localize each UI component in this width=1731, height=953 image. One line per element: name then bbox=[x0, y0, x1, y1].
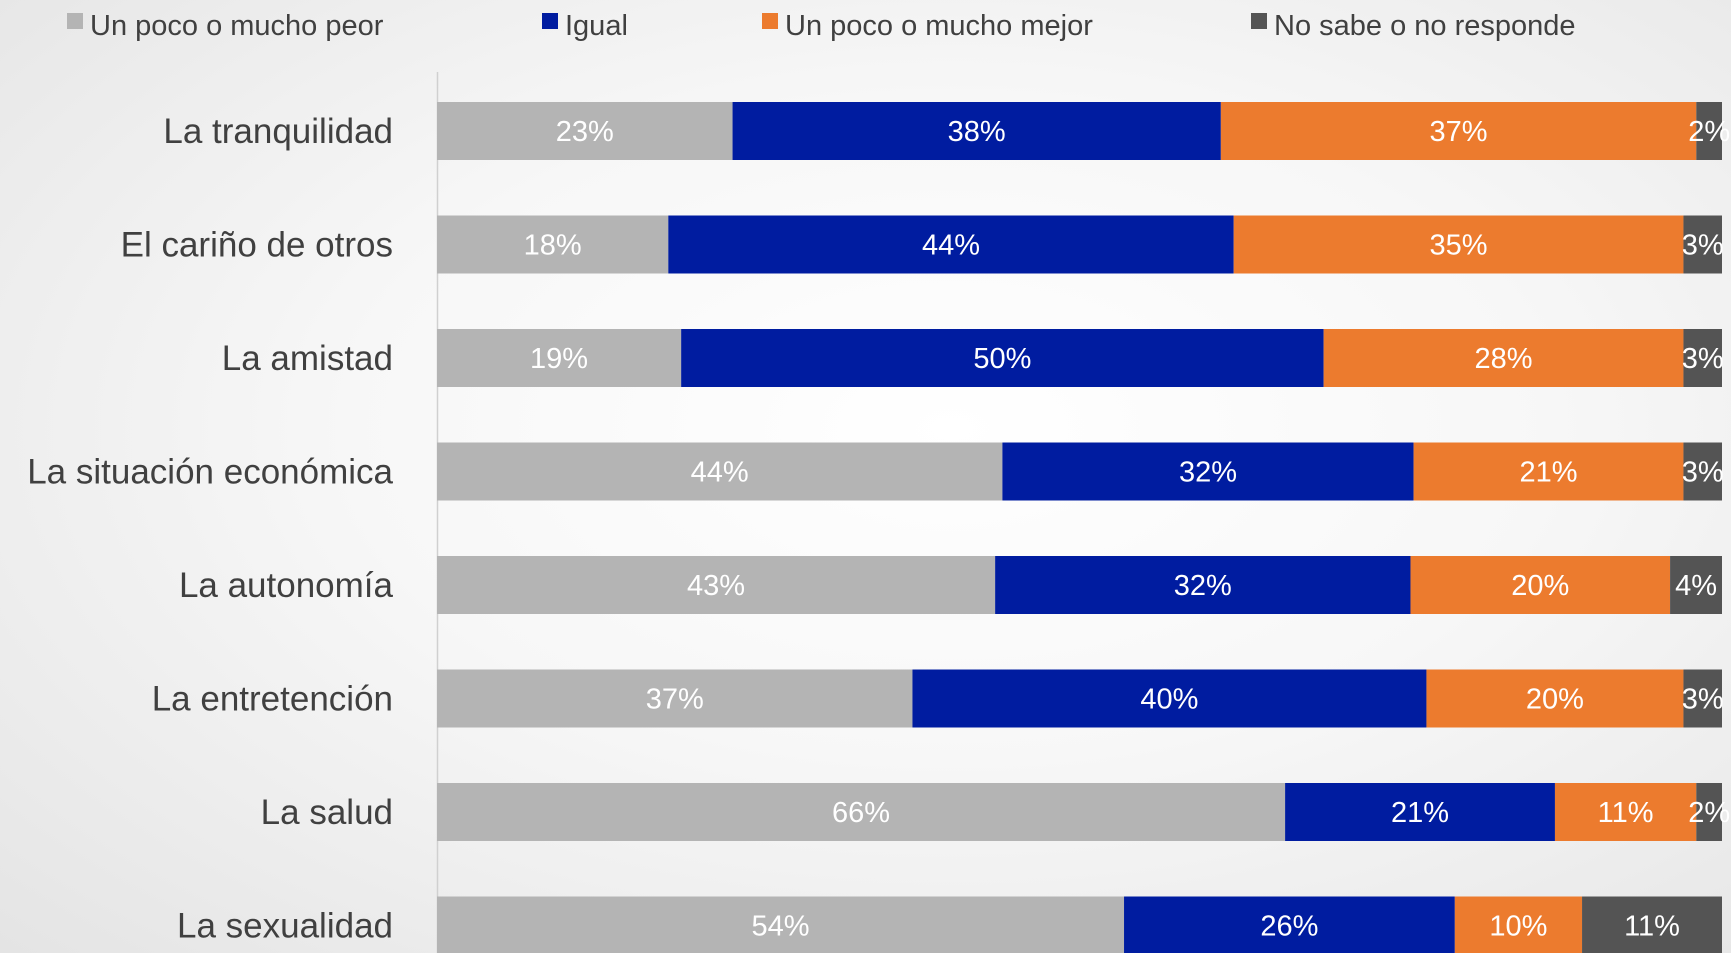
bar-segment bbox=[1002, 442, 1414, 501]
bar-segment bbox=[681, 329, 1324, 387]
bar-segment bbox=[437, 329, 682, 387]
data-label: 37% bbox=[646, 684, 704, 716]
bar-segment bbox=[437, 556, 996, 614]
category-label: La sexualidad bbox=[177, 907, 393, 946]
bar-segment bbox=[437, 783, 1286, 841]
data-label: 44% bbox=[922, 230, 980, 262]
data-label: 37% bbox=[1430, 116, 1488, 148]
data-label: 32% bbox=[1179, 457, 1237, 489]
legend: Un poco o mucho peor Igual Un poco o mucho… bbox=[67, 10, 1576, 42]
data-label: 32% bbox=[1174, 570, 1232, 602]
bar-segment bbox=[912, 669, 1427, 728]
bar-segment bbox=[1454, 896, 1583, 953]
data-label: 54% bbox=[751, 911, 809, 943]
bar-segment bbox=[1233, 215, 1684, 274]
data-label: 21% bbox=[1520, 457, 1578, 489]
legend-swatch bbox=[1251, 13, 1267, 29]
bar-segment bbox=[1124, 896, 1455, 953]
bar-segment bbox=[668, 215, 1234, 274]
bar-segment bbox=[1426, 669, 1684, 728]
data-label: 18% bbox=[524, 230, 582, 262]
data-label: 38% bbox=[948, 116, 1006, 148]
bar-segment bbox=[437, 669, 913, 728]
bar-segment bbox=[437, 896, 1125, 953]
data-label: 28% bbox=[1475, 343, 1533, 375]
bar-segment bbox=[1220, 102, 1697, 160]
data-label: 20% bbox=[1526, 684, 1584, 716]
legend-swatch bbox=[67, 13, 83, 29]
data-label: 40% bbox=[1140, 684, 1198, 716]
data-label: 4% bbox=[1675, 570, 1717, 602]
category-label: La amistad bbox=[222, 339, 393, 378]
data-label: 2% bbox=[1688, 116, 1730, 148]
data-label: 11% bbox=[1598, 797, 1654, 829]
bars: La tranquilidad 23% 38% 37% 2% El cariño de o… bbox=[27, 102, 1730, 953]
data-label: 3% bbox=[1682, 343, 1724, 375]
bar-segment bbox=[732, 102, 1221, 160]
data-label: 19% bbox=[530, 343, 588, 375]
category-label: La tranquilidad bbox=[163, 112, 393, 151]
legend-swatch bbox=[542, 13, 558, 29]
category-label: La entretención bbox=[152, 680, 393, 719]
category-label: La autonomía bbox=[179, 566, 394, 605]
bar-segment bbox=[1683, 329, 1722, 387]
legend-label: Un poco o mucho peor bbox=[90, 10, 384, 42]
data-label: 10% bbox=[1489, 911, 1547, 943]
bar-segment bbox=[1683, 442, 1722, 501]
bar-segment bbox=[1683, 669, 1722, 728]
data-label: 50% bbox=[973, 343, 1031, 375]
data-label: 35% bbox=[1430, 230, 1488, 262]
bar-segment bbox=[437, 215, 669, 274]
data-label: 3% bbox=[1682, 230, 1724, 262]
data-label: 2% bbox=[1688, 797, 1730, 829]
legend-label: Un poco o mucho mejor bbox=[785, 10, 1093, 42]
data-label: 20% bbox=[1511, 570, 1569, 602]
bar-segment bbox=[1683, 215, 1722, 274]
bar-segment bbox=[1670, 556, 1722, 614]
bar-segment bbox=[1410, 556, 1671, 614]
legend-swatch bbox=[762, 13, 778, 29]
category-label: La salud bbox=[261, 793, 393, 832]
bar-segment bbox=[1582, 896, 1722, 953]
data-label: 44% bbox=[691, 457, 749, 489]
bar-segment bbox=[437, 102, 733, 160]
bar-segment bbox=[1696, 783, 1722, 841]
data-label: 66% bbox=[832, 797, 890, 829]
category-label: El cariño de otros bbox=[121, 226, 393, 265]
data-label: 21% bbox=[1391, 797, 1449, 829]
category-label: La situación económica bbox=[27, 453, 393, 492]
bar-segment bbox=[1285, 783, 1555, 841]
data-label: 23% bbox=[556, 116, 614, 148]
data-label: 3% bbox=[1682, 684, 1724, 716]
data-label: 43% bbox=[687, 570, 745, 602]
legend-label: No sabe o no responde bbox=[1274, 10, 1576, 42]
data-label: 26% bbox=[1260, 911, 1318, 943]
data-label: 11% bbox=[1624, 911, 1680, 943]
legend-label: Igual bbox=[565, 10, 628, 42]
bar-segment bbox=[437, 442, 1003, 501]
bar-segment bbox=[1696, 102, 1722, 160]
bar-segment bbox=[1413, 442, 1684, 501]
bar-segment bbox=[995, 556, 1411, 614]
bar-segment bbox=[1323, 329, 1684, 387]
data-label: 3% bbox=[1682, 457, 1724, 489]
bar-segment bbox=[1554, 783, 1697, 841]
